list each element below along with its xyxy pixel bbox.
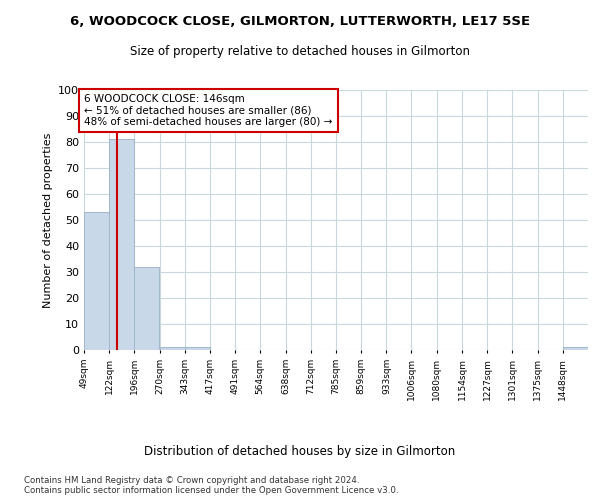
Bar bbox=[134, 267, 159, 350]
Text: 6 WOODCOCK CLOSE: 146sqm
← 51% of detached houses are smaller (86)
48% of semi-d: 6 WOODCOCK CLOSE: 146sqm ← 51% of detach… bbox=[85, 94, 333, 127]
Bar bbox=[185, 348, 209, 350]
Bar bbox=[84, 212, 109, 350]
Bar bbox=[109, 140, 134, 350]
Text: 6, WOODCOCK CLOSE, GILMORTON, LUTTERWORTH, LE17 5SE: 6, WOODCOCK CLOSE, GILMORTON, LUTTERWORT… bbox=[70, 15, 530, 28]
Text: Size of property relative to detached houses in Gilmorton: Size of property relative to detached ho… bbox=[130, 45, 470, 58]
Text: Contains HM Land Registry data © Crown copyright and database right 2024.
Contai: Contains HM Land Registry data © Crown c… bbox=[24, 476, 398, 495]
Text: Distribution of detached houses by size in Gilmorton: Distribution of detached houses by size … bbox=[145, 444, 455, 458]
Bar bbox=[160, 348, 185, 350]
Y-axis label: Number of detached properties: Number of detached properties bbox=[43, 132, 53, 308]
Bar bbox=[563, 348, 587, 350]
